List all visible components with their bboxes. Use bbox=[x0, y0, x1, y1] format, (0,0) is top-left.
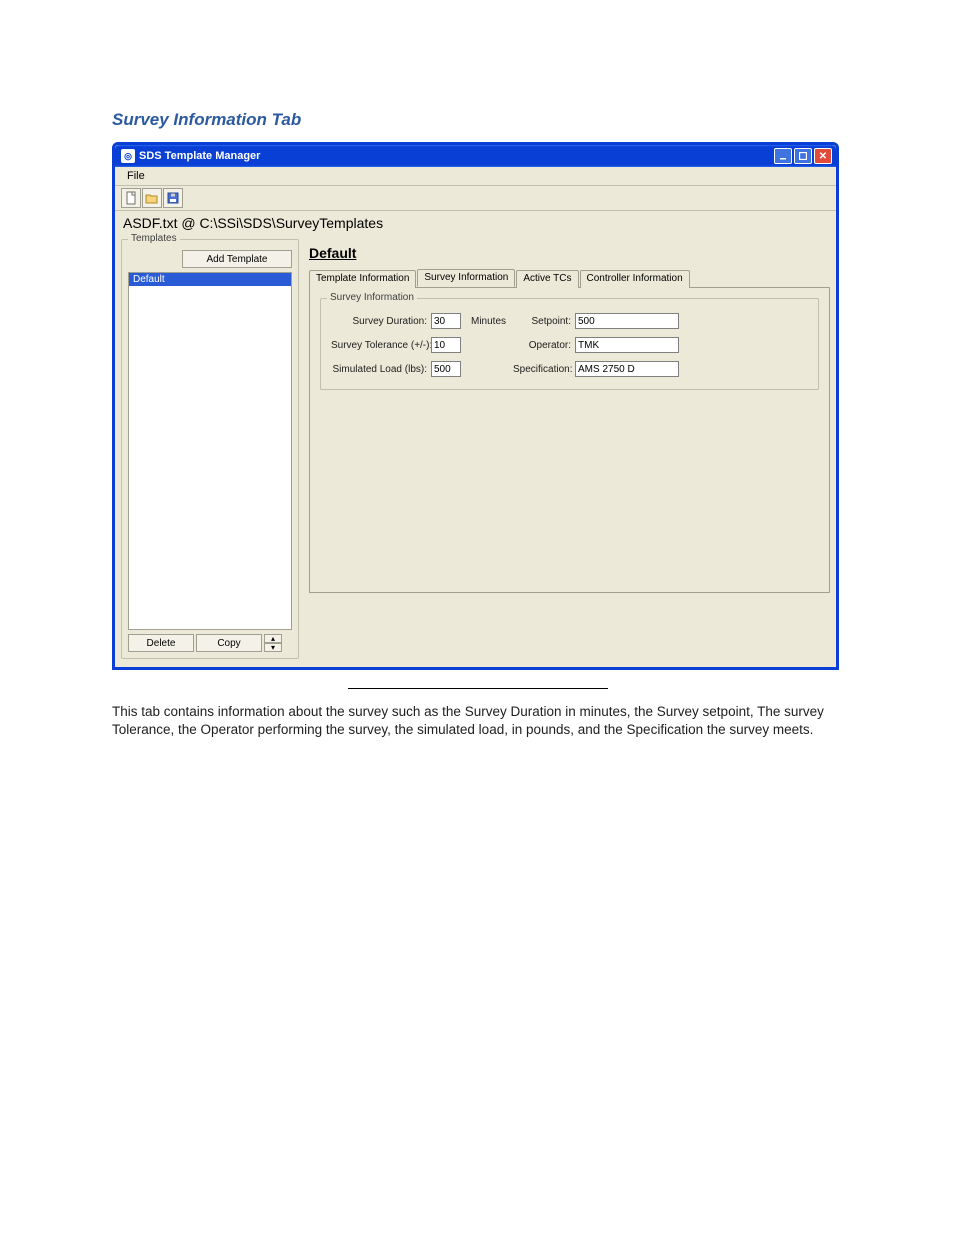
survey-tolerance-input[interactable] bbox=[431, 337, 461, 353]
setpoint-input[interactable] bbox=[575, 313, 679, 329]
menu-file[interactable]: File bbox=[121, 169, 151, 183]
save-disk-icon[interactable] bbox=[163, 188, 183, 208]
window-title: SDS Template Manager bbox=[139, 150, 774, 162]
specification-input[interactable] bbox=[575, 361, 679, 377]
survey-tolerance-label: Survey Tolerance (+/-): bbox=[331, 340, 431, 351]
survey-duration-label: Survey Duration: bbox=[331, 316, 431, 327]
close-button[interactable]: ✕ bbox=[814, 148, 832, 164]
move-down-icon[interactable]: ▾ bbox=[264, 643, 282, 652]
setpoint-label: Setpoint: bbox=[513, 316, 575, 327]
simulated-load-input[interactable] bbox=[431, 361, 461, 377]
list-item[interactable]: Default bbox=[129, 273, 291, 286]
survey-group-legend: Survey Information bbox=[327, 292, 417, 303]
copy-button[interactable]: Copy bbox=[196, 634, 262, 652]
right-panel: Default Template Information Survey Info… bbox=[309, 237, 830, 659]
delete-button[interactable]: Delete bbox=[128, 634, 194, 652]
tabstrip: Template Information Survey Information … bbox=[309, 269, 830, 287]
add-template-button[interactable]: Add Template bbox=[182, 250, 292, 268]
doc-description-paragraph: This tab contains information about the … bbox=[112, 703, 844, 739]
app-icon: ◎ bbox=[121, 149, 135, 163]
operator-input[interactable] bbox=[575, 337, 679, 353]
tab-template-information[interactable]: Template Information bbox=[309, 270, 416, 288]
open-folder-icon[interactable] bbox=[142, 188, 162, 208]
app-window: ◎ SDS Template Manager ✕ File bbox=[112, 142, 839, 670]
reorder-stepper[interactable]: ▴ ▾ bbox=[264, 634, 282, 652]
template-listbox[interactable]: Default bbox=[128, 272, 292, 630]
section-divider bbox=[348, 688, 608, 689]
simulated-load-label: Simulated Load (lbs): bbox=[331, 364, 431, 375]
move-up-icon[interactable]: ▴ bbox=[264, 634, 282, 643]
specification-label: Specification: bbox=[513, 364, 575, 375]
tab-controller-information[interactable]: Controller Information bbox=[580, 270, 690, 288]
toolbar bbox=[115, 186, 836, 211]
templates-group: Templates Add Template Default Delete Co… bbox=[121, 239, 299, 659]
templates-legend: Templates bbox=[128, 233, 180, 244]
current-template-name: Default bbox=[309, 245, 830, 261]
maximize-button[interactable] bbox=[794, 148, 812, 164]
operator-label: Operator: bbox=[513, 340, 575, 351]
duration-unit-label: Minutes bbox=[467, 316, 513, 327]
survey-duration-input[interactable] bbox=[431, 313, 461, 329]
doc-section-heading: Survey Information Tab bbox=[112, 110, 844, 130]
window-titlebar: ◎ SDS Template Manager ✕ bbox=[115, 145, 836, 167]
tab-panel: Survey Information Survey Duration: Minu… bbox=[309, 287, 830, 593]
file-path-label: ASDF.txt @ C:\SSi\SDS\SurveyTemplates bbox=[115, 211, 836, 237]
menubar: File bbox=[115, 167, 836, 186]
new-file-icon[interactable] bbox=[121, 188, 141, 208]
survey-information-group: Survey Information Survey Duration: Minu… bbox=[320, 298, 819, 390]
tab-survey-information[interactable]: Survey Information bbox=[417, 269, 515, 287]
tab-active-tcs[interactable]: Active TCs bbox=[516, 270, 578, 288]
minimize-button[interactable] bbox=[774, 148, 792, 164]
